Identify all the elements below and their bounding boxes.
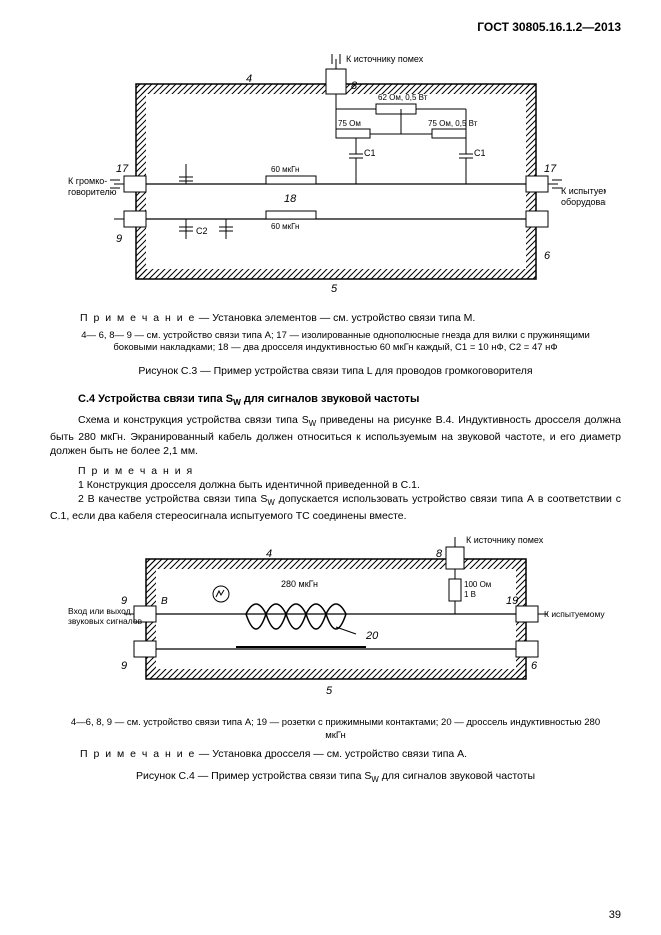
svg-text:6: 6 bbox=[544, 250, 551, 262]
svg-text:К источнику помех: К источнику помех bbox=[466, 535, 544, 545]
svg-text:В: В bbox=[161, 596, 168, 607]
svg-text:9: 9 bbox=[121, 660, 127, 672]
svg-text:К громко-: К громко- bbox=[68, 176, 107, 186]
svg-text:5: 5 bbox=[326, 685, 333, 697]
svg-text:4: 4 bbox=[246, 73, 252, 85]
svg-text:62 Ом, 0,5 Вт: 62 Ом, 0,5 Вт bbox=[378, 93, 428, 102]
fig2-note: П р и м е ч а н и е — Установка дросселя… bbox=[80, 748, 621, 760]
svg-text:17: 17 bbox=[116, 163, 129, 175]
svg-text:60 мкГн: 60 мкГн bbox=[271, 222, 299, 231]
svg-text:75 Ом, 0,5 Вт: 75 Ом, 0,5 Вт bbox=[428, 119, 478, 128]
svg-text:60 мкГн: 60 мкГн bbox=[271, 165, 299, 174]
fig1-top-label: К источнику помех bbox=[346, 54, 424, 64]
svg-text:4: 4 bbox=[266, 548, 272, 560]
fig2-caption: Рисунок С.4 — Пример устройства связи ти… bbox=[50, 770, 621, 784]
c4-paragraph: Схема и конструкция устройства связи тип… bbox=[50, 413, 621, 458]
svg-text:С1: С1 bbox=[364, 148, 376, 158]
svg-text:С1: С1 bbox=[474, 148, 486, 158]
fig2-legend: 4—6, 8, 9 — см. устройство связи типа А;… bbox=[70, 717, 601, 742]
svg-text:С2: С2 bbox=[196, 226, 208, 236]
svg-text:9: 9 bbox=[116, 233, 122, 245]
svg-text:17: 17 bbox=[544, 163, 557, 175]
svg-text:18: 18 bbox=[284, 193, 297, 205]
svg-text:Вход или выход: Вход или выход bbox=[68, 606, 131, 616]
svg-text:К испытуемому ТС: К испытуемому ТС bbox=[544, 609, 606, 619]
figure-c4: К источнику помех 100 Ом 1 В 280 мкГн В … bbox=[66, 529, 606, 709]
svg-text:8: 8 bbox=[351, 80, 358, 92]
c4-notes: П р и м е ч а н и я 1 Конструкция дроссе… bbox=[50, 464, 621, 523]
page-number: 39 bbox=[609, 909, 621, 921]
svg-text:звуковых сигналов: звуковых сигналов bbox=[68, 616, 143, 626]
svg-text:К испытуемому: К испытуемому bbox=[561, 186, 606, 196]
fig1-note: П р и м е ч а н и е — Установка элементо… bbox=[80, 312, 621, 324]
svg-text:75 Ом: 75 Ом bbox=[338, 119, 361, 128]
svg-text:оборудованию: оборудованию bbox=[561, 197, 606, 207]
svg-text:280 мкГн: 280 мкГн bbox=[281, 579, 318, 589]
svg-text:говорителю: говорителю bbox=[68, 187, 117, 197]
svg-text:1 В: 1 В bbox=[464, 590, 476, 599]
fig1-caption: Рисунок С.3 — Пример устройства связи ти… bbox=[50, 365, 621, 377]
svg-text:100 Ом: 100 Ом bbox=[464, 580, 491, 589]
svg-text:6: 6 bbox=[531, 660, 538, 672]
svg-text:19: 19 bbox=[506, 595, 518, 607]
svg-text:8: 8 bbox=[436, 548, 443, 560]
doc-code: ГОСТ 30805.16.1.2—2013 bbox=[50, 20, 621, 34]
svg-text:20: 20 bbox=[365, 630, 379, 642]
svg-text:5: 5 bbox=[331, 283, 338, 295]
fig1-legend: 4— 6, 8— 9 — см. устройство связи типа А… bbox=[70, 330, 601, 355]
figure-c3: К источнику помех 62 Ом, 0,5 Вт 75 Ом 75… bbox=[66, 44, 606, 304]
section-c4-title: С.4 Устройства связи типа SW для сигнало… bbox=[78, 393, 621, 407]
